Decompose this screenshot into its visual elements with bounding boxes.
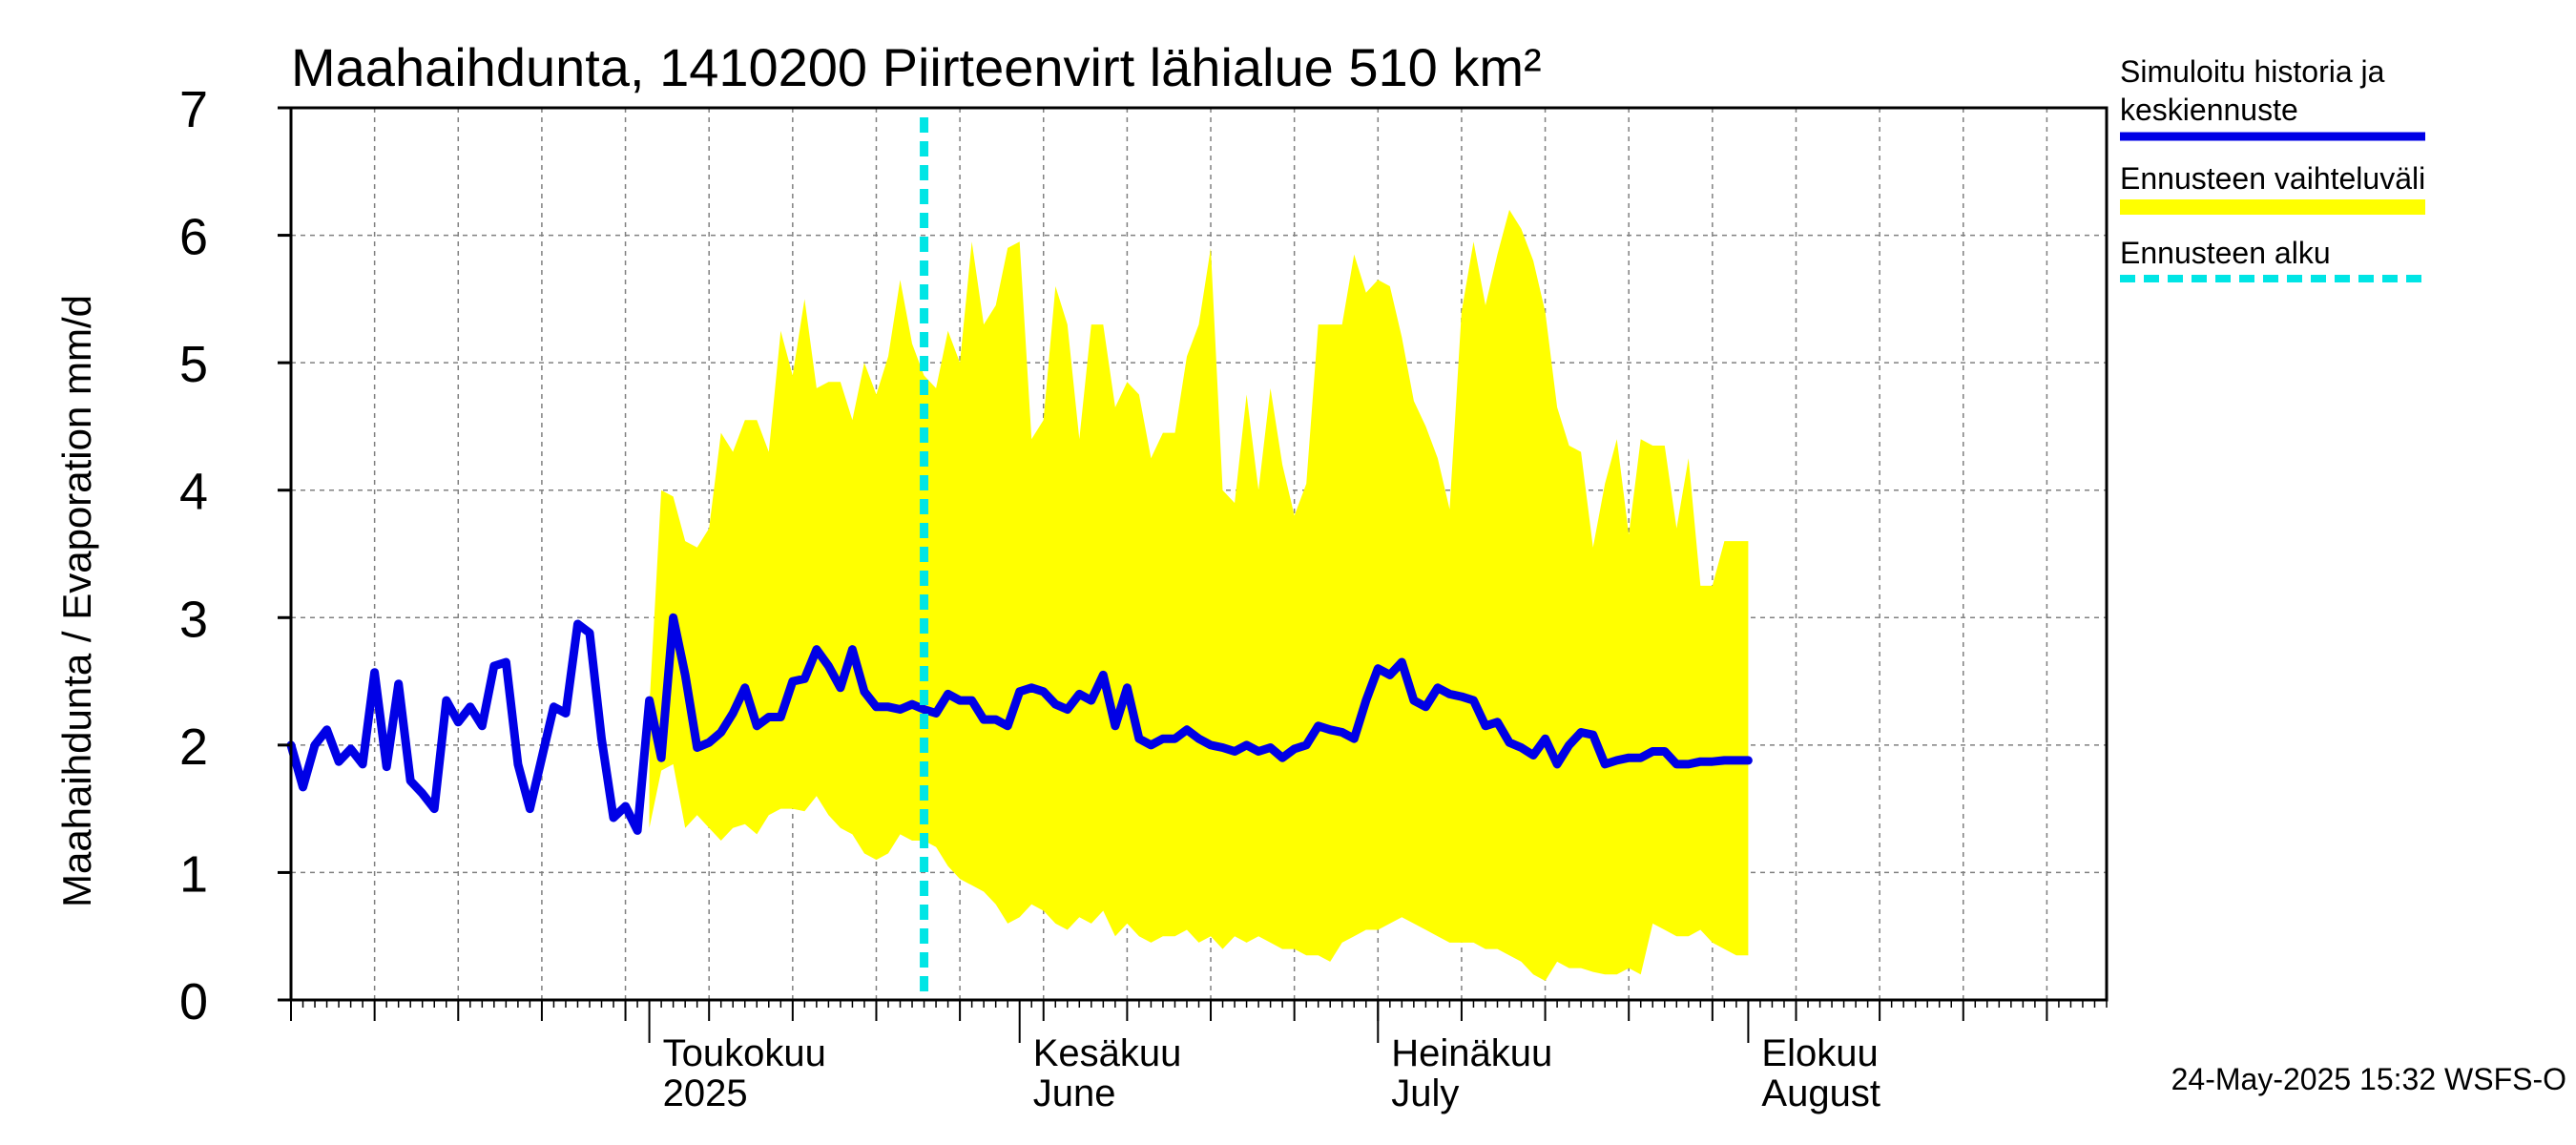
y-tick-label: 0 [179,973,208,1030]
month-label-en: June [1033,1072,1116,1114]
y-tick-label: 2 [179,718,208,776]
plot-frame [289,106,2109,1021]
forecast-range-band [649,209,1749,981]
month-label-en: 2025 [663,1072,748,1114]
y-tick-label: 1 [179,845,208,903]
y-tick-label: 4 [179,464,208,521]
chart-title: Maahaihdunta, 1410200 Piirteenvirt lähia… [291,37,1542,97]
history-series [286,613,1753,835]
forecast-range-area [649,209,1749,981]
y-axis-label: Maahaihdunta / Evaporation mm/d [54,295,99,907]
y-tick-label: 3 [179,591,208,648]
legend-label-forecast-start: Ennusteen alku [2120,236,2331,270]
timestamp-label: 24-May-2025 15:32 WSFS-O [2171,1062,2566,1096]
y-tick-labels: 0 1 2 3 4 5 6 7 [179,81,291,1030]
month-label-en: August [1761,1072,1880,1114]
legend-label-history-2: keskiennuste [2120,93,2298,127]
history-line [286,613,1753,835]
month-label-fi: Heinäkuu [1391,1032,1552,1074]
month-label-fi: Elokuu [1761,1032,1878,1074]
legend-label-range: Ennusteen vaihteluväli [2120,161,2425,196]
y-tick-label: 6 [179,209,208,266]
y-tick-label: 5 [179,336,208,393]
y-tick-label: 7 [179,81,208,138]
legend: Simuloitu historia ja keskiennuste Ennuste… [2120,54,2425,282]
legend-label-history: Simuloitu historia ja [2120,54,2385,89]
month-label-en: July [1391,1072,1459,1114]
month-label-fi: Kesäkuu [1033,1032,1182,1074]
month-label-fi: Toukokuu [663,1032,826,1074]
